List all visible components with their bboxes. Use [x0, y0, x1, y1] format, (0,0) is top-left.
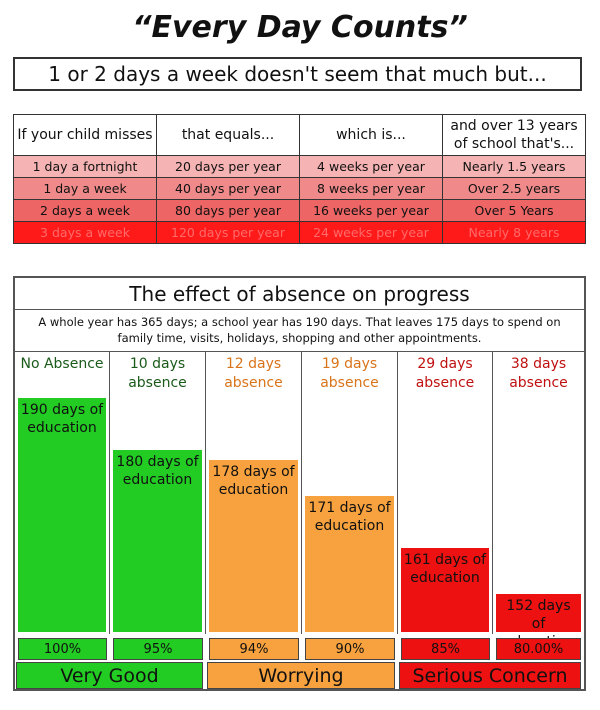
percent-cell: 94%	[209, 638, 299, 660]
column-label: 38 days absence	[509, 356, 568, 391]
absence-effect-panel: The effect of absence on progress A whol…	[13, 276, 586, 691]
absence-column: 19 days absence 171 days of education	[302, 352, 398, 634]
table-row: 1 day a fortnight 20 days per year 4 wee…	[13, 155, 586, 178]
table-cell: Nearly 8 years	[442, 221, 586, 244]
table-cell: 120 days per year	[156, 221, 300, 244]
education-days-bar: 171 days of education	[305, 496, 394, 632]
education-days-bar: 190 days of education	[18, 398, 106, 632]
table-row: 1 day a week 40 days per year 8 weeks pe…	[13, 177, 586, 200]
absence-column: 29 days absence 161 days of education	[398, 352, 493, 634]
subtitle-banner: 1 or 2 days a week doesn't seem that muc…	[13, 57, 582, 91]
table-cell: 8 weeks per year	[299, 177, 443, 200]
effect-title: The effect of absence on progress	[15, 278, 584, 310]
education-days-bar: 180 days of education	[113, 449, 202, 632]
table-cell: Over 5 Years	[442, 199, 586, 222]
table-cell: 20 days per year	[156, 155, 300, 178]
absence-table: If your child misses that equals... whic…	[13, 114, 586, 244]
effect-description: A whole year has 365 days; a school year…	[15, 310, 584, 352]
table-cell: 3 days a week	[13, 221, 157, 244]
column-label: 19 days absence	[320, 356, 379, 391]
table-cell: Over 2.5 years	[442, 177, 586, 200]
rating-band: Serious Concern	[399, 662, 581, 689]
percent-cell: 95%	[113, 638, 203, 660]
column-label: No Absence	[20, 356, 104, 372]
table-header: and over 13 years of school that's...	[442, 114, 586, 156]
table-cell: 1 day a fortnight	[13, 155, 157, 178]
column-label: 10 days absence	[128, 356, 187, 391]
table-cell: 40 days per year	[156, 177, 300, 200]
table-cell: 80 days per year	[156, 199, 300, 222]
rating-band: Worrying	[207, 662, 395, 689]
page-title: “Every Day Counts”	[132, 10, 468, 45]
column-label: 29 days absence	[415, 356, 475, 391]
table-cell: 2 days a week	[13, 199, 157, 222]
absence-column: No Absence 190 days of education	[15, 352, 110, 634]
table-cell: Nearly 1.5 years	[442, 155, 586, 178]
table-header: that equals...	[156, 114, 300, 156]
percent-cell: 100%	[18, 638, 107, 660]
table-header: which is...	[299, 114, 443, 156]
education-days-bar: 152 days of education	[496, 594, 581, 650]
table-cell: 1 day a week	[13, 177, 157, 200]
percent-cell: 80.00%	[496, 638, 581, 660]
rating-band: Very Good	[16, 662, 203, 689]
table-header: If your child misses	[13, 114, 157, 156]
absence-column: 12 days absence 178 days of education	[206, 352, 302, 634]
absence-column: 10 days absence 180 days of education	[110, 352, 206, 634]
column-label: 12 days absence	[224, 356, 283, 391]
education-days-bar: 161 days of education	[401, 547, 489, 632]
table-cell: 24 weeks per year	[299, 221, 443, 244]
table-row: 3 days a week 120 days per year 24 weeks…	[13, 221, 586, 244]
education-days-bar: 178 days of education	[209, 459, 298, 632]
table-row: 2 days a week 80 days per year 16 weeks …	[13, 199, 586, 222]
table-cell: 4 weeks per year	[299, 155, 443, 178]
table-header-row: If your child misses that equals... whic…	[13, 114, 586, 156]
percent-cell: 90%	[305, 638, 395, 660]
table-cell: 16 weeks per year	[299, 199, 443, 222]
absence-column: 38 days absence 152 days of education	[493, 352, 584, 650]
percent-cell: 85%	[401, 638, 490, 660]
